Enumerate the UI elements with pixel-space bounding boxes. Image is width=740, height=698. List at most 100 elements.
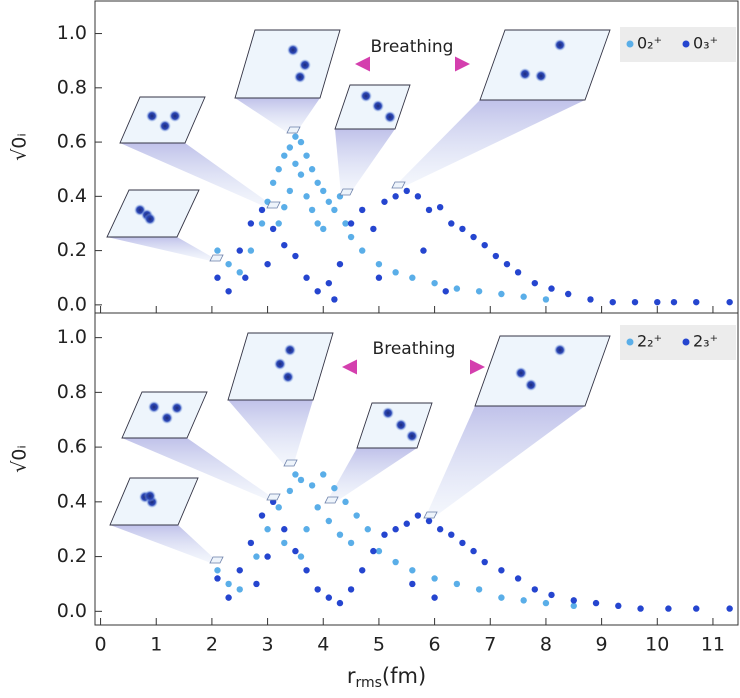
data-point [269,225,277,233]
inset-target [266,493,281,501]
data-point [392,558,399,566]
data-point [347,586,355,593]
y-tick-label: 0.6 [57,131,87,153]
data-point [247,220,255,227]
data-point [503,260,511,268]
inset-cluster [515,367,527,379]
data-point [314,504,321,511]
x-tick-label: 3 [262,634,274,656]
data-point [281,241,288,249]
data-point [570,597,577,604]
inset-cluster [144,490,156,502]
data-point [542,296,550,303]
data-point [654,298,661,306]
x-label-main: r [347,664,356,688]
data-point [214,575,221,582]
y-tick-label: 0.4 [57,490,87,512]
data-point [225,260,232,268]
x-tick-label: 8 [540,634,552,656]
data-point [364,526,371,533]
data-point [392,193,399,200]
x-tick-label: 5 [373,634,385,656]
data-point [331,206,338,214]
data-point [470,547,477,555]
inset-cluster [146,110,158,122]
data-point [258,206,266,214]
y-axis-label: √0ᵢ [9,133,31,161]
data-point [281,203,288,211]
inset-target [283,459,298,467]
legend-marker [626,40,634,48]
data-point [726,298,733,306]
inset-cluster [554,39,566,51]
data-point [414,193,422,200]
data-point [375,547,383,555]
data-point [320,187,327,195]
data-point [347,220,355,227]
inset-cluster [282,371,294,383]
y-tick-label: 0.8 [57,76,87,98]
inset-funnel [235,98,320,133]
data-point [459,539,466,547]
data-point [314,586,321,593]
inset-cluster [384,111,396,123]
data-point [448,220,455,227]
data-point [281,539,288,547]
data-point [214,274,221,281]
data-point [481,558,488,566]
data-point [325,517,333,525]
x-tick-label: 6 [429,634,441,656]
inset-cluster [382,407,394,419]
legend-label: 0₂⁺ [637,34,662,53]
x-tick-label: 10 [645,634,669,656]
x-tick-label: 7 [484,634,496,656]
data-point [392,526,399,533]
data-point [514,269,522,276]
inset-panel [474,335,611,407]
data-point [297,553,305,560]
inset-cluster [294,71,306,83]
data-point [442,288,449,295]
inset-cluster [535,70,547,82]
legend-box [620,27,736,62]
data-point [308,482,316,489]
inset-panel [356,402,433,449]
data-point [331,296,338,303]
legend-label: 0₃⁺ [693,34,718,53]
annotation: Breathing [373,339,456,359]
data-point [281,526,288,533]
inset-cluster [360,90,372,102]
x-tick-label: 11 [701,634,725,656]
data-point [570,602,577,610]
data-point [431,279,438,287]
data-point [308,206,316,214]
data-point [303,274,310,281]
y-tick-label: 0.6 [57,436,87,458]
y-tick-label: 0.8 [57,381,87,403]
data-point [258,512,266,519]
data-point [275,166,282,173]
data-point [297,171,305,178]
data-point [498,290,505,298]
data-point [431,594,438,601]
data-point [347,539,355,547]
data-point [342,220,349,227]
data-point [453,580,461,588]
data-point [520,293,527,300]
legend-label: 2₃⁺ [693,332,718,351]
inset-funnel [122,438,276,500]
inset-target [209,254,224,262]
data-point [726,605,733,612]
data-point [615,602,622,610]
inset-funnel [335,129,395,195]
data-point [253,553,260,560]
data-point [514,575,522,582]
data-point [258,220,266,227]
y-tick-label: 0.2 [57,239,87,261]
data-point [498,594,505,601]
inset-cluster [395,419,407,431]
x-tick-label: 2 [206,634,218,656]
data-point [292,160,299,167]
inset-funnel [107,237,219,261]
inset-cluster [519,68,531,80]
